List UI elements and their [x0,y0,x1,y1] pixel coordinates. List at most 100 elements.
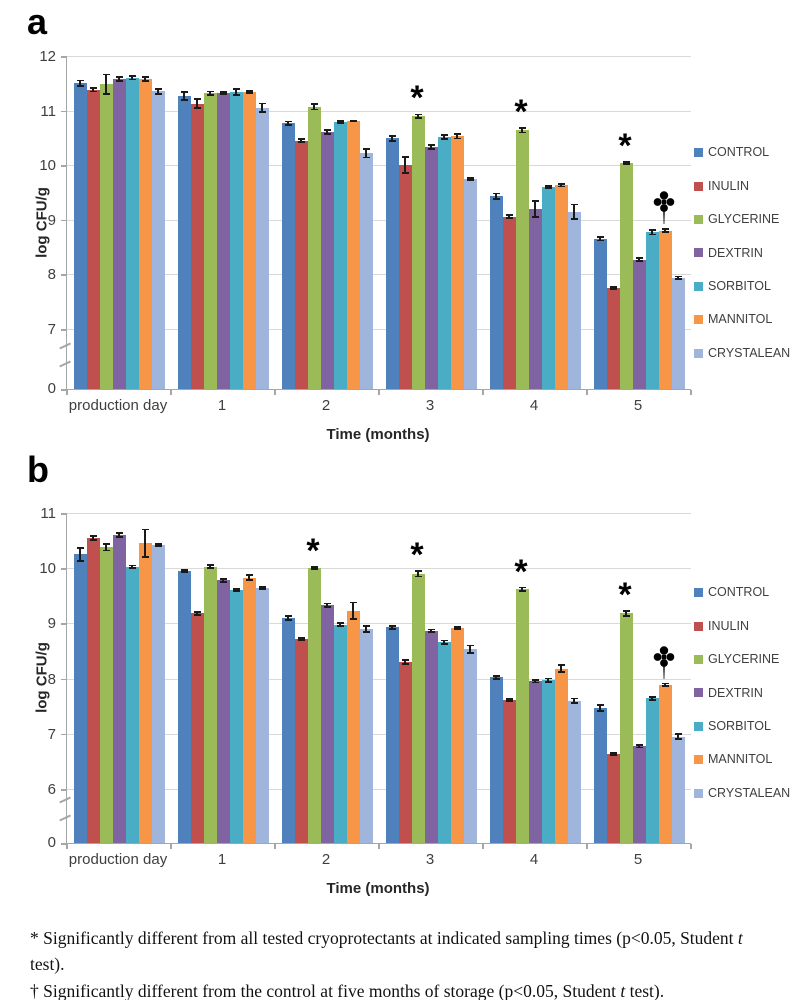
bar-sorbitol-5 [645,698,659,843]
bar-sorbitol-2 [333,624,347,843]
error-bar [508,214,510,219]
bar-dextrin-0 [112,78,126,389]
bar-sorbitol-2 [333,122,347,389]
error-bar-cap [414,570,422,572]
error-bar-cap [609,286,617,288]
error-bar [625,161,627,165]
x-tick-mark [66,390,68,395]
error-bar [222,92,224,95]
x-tick-mark [586,844,588,849]
bar-glycerine-4 [515,130,529,389]
bar-dextrin-3 [424,630,438,843]
error-bar [79,80,81,87]
caption-line: † Significantly different from the contr… [30,978,780,1000]
x-tick-label: 1 [217,397,227,414]
error-bar-cap [323,133,331,135]
bar-crystalean-2 [359,628,373,843]
error-bar-cap [596,239,604,242]
bar-glycerine-1 [203,93,217,389]
bar-control-5 [593,238,607,389]
bar-inulin-1 [190,103,204,389]
error-bar [560,184,562,187]
error-bar-cap [245,92,253,95]
error-bar [144,529,146,558]
error-bar-cap [102,93,110,96]
x-tick-mark [170,390,172,395]
caption: * Significantly different from all teste… [30,925,780,1000]
error-bar [105,543,107,551]
legend-swatch [694,721,703,731]
error-bar-cap [89,539,97,541]
legend-label: DEXTRIN [708,245,763,260]
error-bar [469,645,471,654]
error-bar [261,586,263,590]
error-bar-cap [401,658,409,661]
legend-label: CONTROL [708,145,770,160]
bar-crystalean-5 [671,736,685,843]
y-tick-label: 8 [47,266,56,284]
error-bar-cap [154,88,162,91]
plot-area-a [66,56,691,390]
error-bar [261,103,263,113]
bar-dextrin-4 [528,681,542,843]
bar-control-3 [385,627,399,843]
error-bar-cap [219,577,227,580]
error-bar-cap [76,546,84,549]
error-bar [79,547,81,561]
bar-control-4 [489,677,503,843]
y-tick-mark [61,623,66,625]
error-bar [339,622,341,627]
error-bar [300,138,302,143]
bar-glycerine-3 [411,116,425,389]
bar-crystalean-0 [151,545,165,843]
error-bar-cap [89,534,97,537]
error-bar-cap [557,664,565,667]
y-tick-mark [61,165,66,167]
error-bar-cap [635,257,643,259]
error-bar-cap [453,628,461,630]
error-bar-cap [141,556,149,559]
legend-swatch [694,315,703,325]
error-bar [404,659,406,665]
error-bar-cap [440,133,448,136]
y-tick-mark [61,110,66,113]
error-bar-cap [310,103,318,105]
error-bar [508,699,510,702]
error-bar-cap [401,172,409,175]
gridline [67,733,691,735]
y-tick-label: 12 [39,48,56,65]
error-bar-cap [661,682,669,685]
error-bar-cap [518,589,526,592]
error-bar [443,134,445,139]
gridline [67,274,691,276]
error-bar-cap [349,601,357,604]
bar-crystalean-4 [567,700,581,843]
error-bar-cap [661,228,669,230]
gridline [67,110,691,112]
bar-inulin-0 [86,89,100,389]
error-bar-cap [89,87,97,90]
error-bar-cap [180,571,188,573]
legend-item-inulin: INULIN [694,169,790,202]
error-bar-cap [635,746,643,749]
bar-crystalean-1 [255,588,269,843]
error-bar [469,177,471,180]
panel-label-a: a [27,1,48,42]
bar-glycerine-1 [203,566,217,843]
x-tick-label: 4 [529,851,539,868]
bar-crystalean-3 [463,178,477,389]
y-tick-mark [61,568,66,570]
error-bar-cap [544,187,552,190]
error-bar-cap [193,98,201,101]
legend-label: MANNITOL [708,312,773,327]
error-bar [235,589,237,592]
bar-mannitol-4 [554,668,568,843]
error-bar [92,535,94,541]
error-bar-cap [674,275,682,278]
legend-swatch [694,654,703,664]
legend-swatch [694,755,703,765]
error-bar-cap [596,709,604,712]
y-tick-label: 9 [47,211,56,229]
bar-inulin-1 [190,613,204,843]
